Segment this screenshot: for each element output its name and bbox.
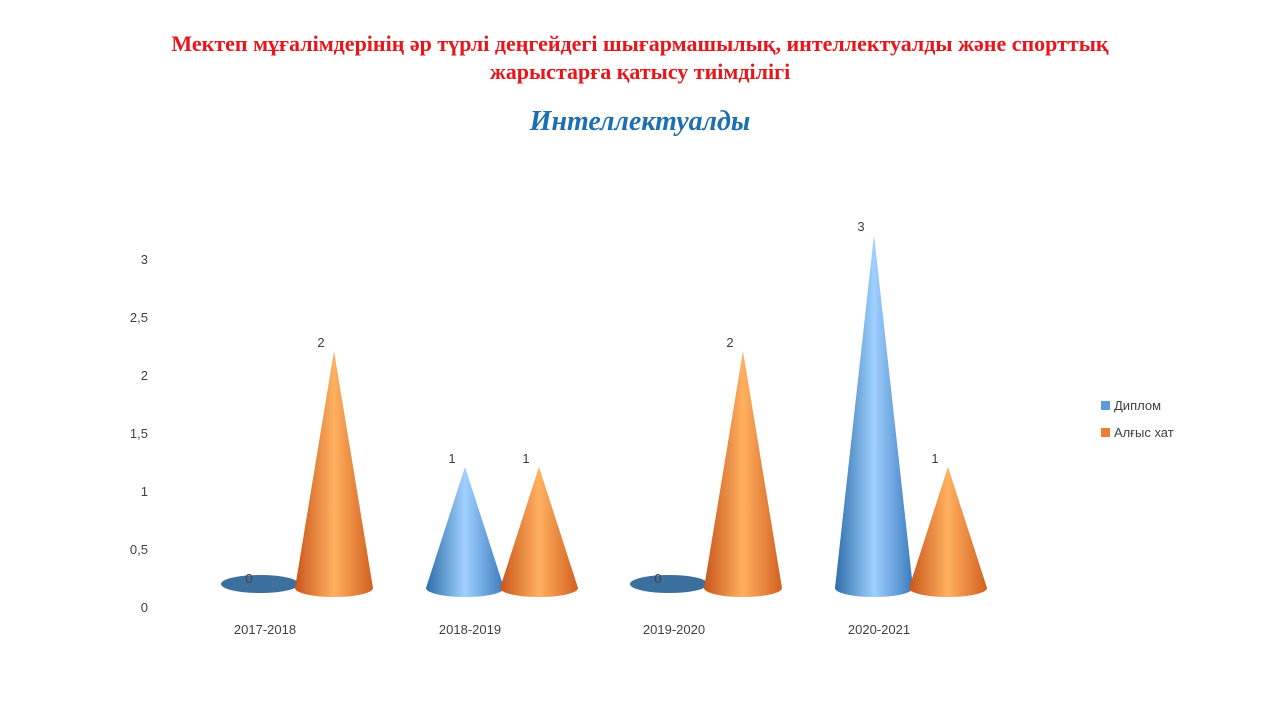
slide-title-line-1: Мектеп мұғалімдерінің әр түрлі деңгейдег… xyxy=(171,31,1109,56)
y-tick-label: 2,5 xyxy=(130,310,148,325)
y-tick-label: 3 xyxy=(141,252,148,267)
y-tick-label: 1,5 xyxy=(130,426,148,441)
data-label: 1 xyxy=(522,451,529,466)
x-category-label: 2017-2018 xyxy=(234,622,296,637)
x-axis: 2017-2018 2018-2019 2019-2020 2020-2021 xyxy=(234,622,910,637)
slide-title: Мектеп мұғалімдерінің әр түрлі деңгейдег… xyxy=(0,30,1280,86)
data-label: 3 xyxy=(857,219,864,234)
data-label: 2 xyxy=(317,335,324,350)
x-category-label: 2018-2019 xyxy=(439,622,501,637)
y-tick-label: 1 xyxy=(141,484,148,499)
legend-swatch xyxy=(1101,428,1110,437)
y-tick-label: 0 xyxy=(141,600,148,615)
y-axis: 0 0,5 1 1,5 2 2,5 3 xyxy=(130,252,148,615)
x-category-label: 2019-2020 xyxy=(643,622,705,637)
cone-diplom xyxy=(835,235,913,597)
cone-diplom xyxy=(426,467,504,597)
legend-label: Алғыс хат xyxy=(1114,425,1174,440)
data-label: 0 xyxy=(654,571,661,586)
cone-algys-hat xyxy=(704,351,782,597)
legend: Диплом Алғыс хат xyxy=(1101,398,1174,440)
data-label: 0 xyxy=(245,571,252,586)
x-category-label: 2020-2021 xyxy=(848,622,910,637)
y-tick-label: 2 xyxy=(141,368,148,383)
y-tick-label: 0,5 xyxy=(130,542,148,557)
cone-base-zero xyxy=(630,575,708,593)
slide-title-line-2: жарыстарға қатысу тиімділігі xyxy=(489,59,791,84)
data-label: 2 xyxy=(726,335,733,350)
cones: 0 1 0 3 2 1 2 1 xyxy=(221,219,987,597)
legend-label: Диплом xyxy=(1114,398,1161,413)
chart-subtitle: Интеллектуалды xyxy=(529,106,751,137)
legend-swatch xyxy=(1101,401,1110,410)
cone-algys-hat xyxy=(295,351,373,597)
cone-algys-hat xyxy=(909,467,987,597)
cone-base-zero xyxy=(221,575,299,593)
data-label: 1 xyxy=(448,451,455,466)
cone-algys-hat xyxy=(500,467,578,597)
data-label: 1 xyxy=(931,451,938,466)
